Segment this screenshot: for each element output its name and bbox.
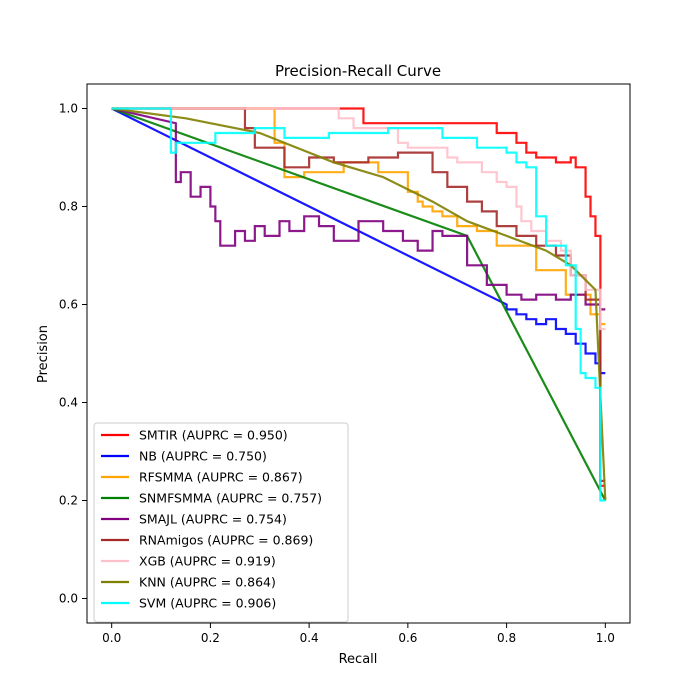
chart-title: Precision-Recall Curve [275,62,441,80]
series-line-6 [111,107,606,331]
x-tick-label: 0.0 [102,631,121,645]
series-line-5 [111,107,606,482]
x-tick-label: 0.6 [398,631,417,645]
series-lines [111,107,607,502]
legend: SMTIR (AUPRC = 0.950) NB (AUPRC = 0.750) R… [93,422,349,623]
series-line-1 [111,107,606,375]
legend-label-8: SVM (AUPRC = 0.906) [139,596,276,611]
legend-label-1: NB (AUPRC = 0.750) [139,449,267,464]
y-tick-label: 0.4 [59,396,78,410]
y-tick-label: 0.2 [59,494,78,508]
x-axis-label: Recall [339,652,378,667]
legend-label-3: SNMFSMMA (AUPRC = 0.757) [139,491,322,506]
x-tick-label: 1.0 [596,631,615,645]
legend-label-7: KNN (AUPRC = 0.864) [139,575,276,590]
y-tick-label: 0.0 [59,592,78,606]
y-axis-label: Precision [36,325,51,383]
y-axis-ticks: 0.0 0.2 0.4 0.6 0.8 1.0 [59,102,87,606]
y-tick-label: 1.0 [59,102,78,116]
legend-label-0: SMTIR (AUPRC = 0.950) [139,428,288,443]
y-tick-label: 0.6 [59,298,78,312]
legend-label-6: XGB (AUPRC = 0.919) [139,554,276,569]
x-tick-label: 0.2 [201,631,220,645]
legend-label-2: RFSMMA (AUPRC = 0.867) [139,470,303,485]
legend-label-5: RNAmigos (AUPRC = 0.869) [139,533,313,548]
legend-label-4: SMAJL (AUPRC = 0.754) [139,512,287,527]
series-line-0 [111,107,606,487]
series-line-2 [111,107,606,326]
series-line-4 [111,107,606,311]
plot-area-frame [86,83,631,624]
x-tick-label: 0.8 [497,631,516,645]
series-line-8 [111,107,606,502]
legend-box [93,422,349,623]
x-tick-label: 0.4 [300,631,319,645]
x-axis-ticks: 0.0 0.2 0.4 0.6 0.8 1.0 [102,623,615,645]
y-tick-label: 0.8 [59,200,78,214]
